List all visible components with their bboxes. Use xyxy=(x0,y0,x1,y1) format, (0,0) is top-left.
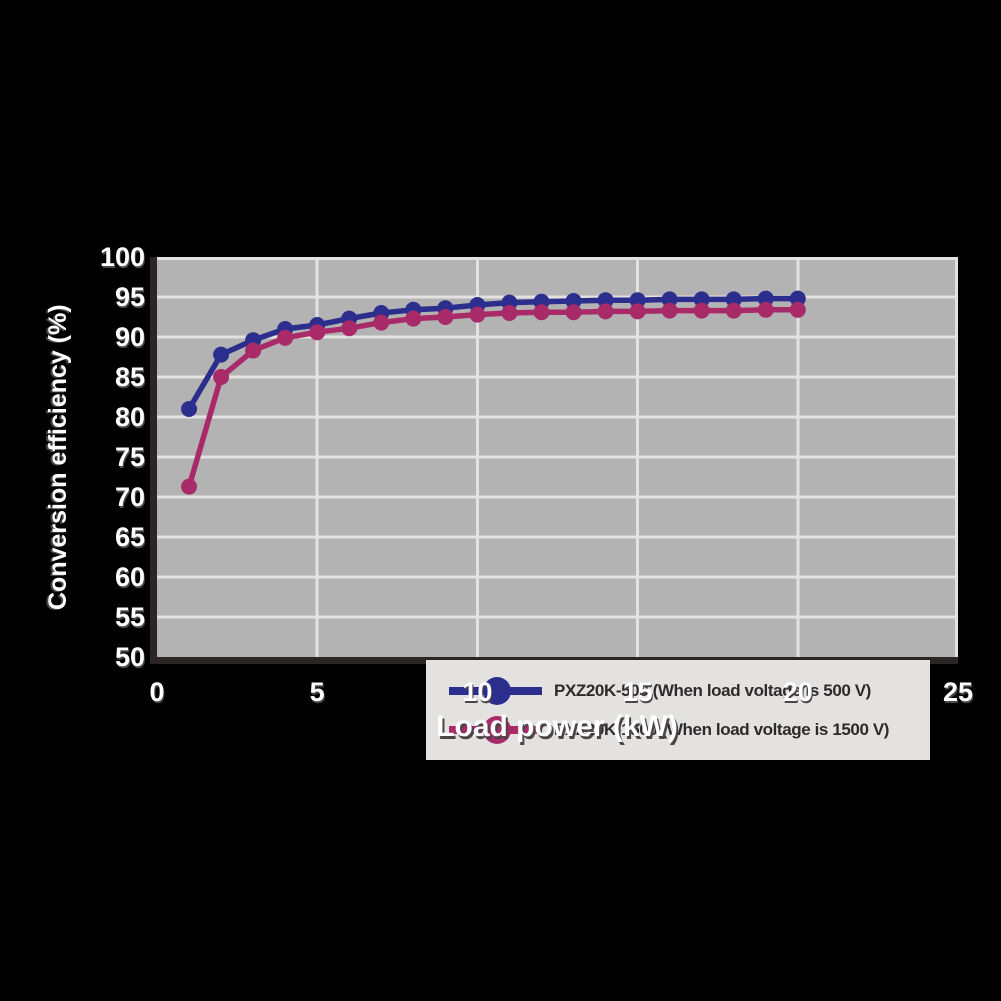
data-point-marker xyxy=(629,292,646,309)
data-point-marker xyxy=(181,478,198,495)
data-point-marker xyxy=(789,301,806,318)
x-tick-label: 0 xyxy=(149,677,165,707)
y-tick-label: 75 xyxy=(114,442,145,472)
x-tick-label: 5 xyxy=(309,677,325,707)
data-point-marker xyxy=(725,291,742,308)
y-tick-label: 95 xyxy=(114,282,145,312)
series-pxz20k-1500 xyxy=(181,301,806,495)
data-point-marker xyxy=(405,310,422,327)
y-tick-label: 55 xyxy=(114,602,145,632)
x-tick-label: 15 xyxy=(622,677,653,707)
y-tick-label: 80 xyxy=(114,402,145,432)
y-tick-label: 100 xyxy=(99,242,145,272)
legend-dot-icon xyxy=(483,676,511,705)
data-point-marker xyxy=(533,304,550,321)
data-point-marker xyxy=(661,291,678,308)
y-tick-label: 85 xyxy=(114,362,145,392)
y-axis-title: Conversion efficiency (%) xyxy=(44,304,72,610)
data-point-marker xyxy=(501,305,518,321)
data-point-marker xyxy=(789,290,806,307)
plot-area: PXZ20K-500 (When load voltage is 500 V) … xyxy=(157,257,958,760)
data-point-marker xyxy=(629,303,646,320)
data-point-marker xyxy=(181,401,198,417)
data-point-marker xyxy=(725,302,742,319)
y-tick-label: 90 xyxy=(114,322,145,352)
x-tick-label: 10 xyxy=(462,677,493,707)
y-tick-label: 50 xyxy=(114,642,145,672)
legend-label-pxz20k-1500: PXZ20K-1500 (When load voltage is 1500 V… xyxy=(554,719,890,739)
y-axis-line xyxy=(150,257,157,664)
data-point-marker xyxy=(565,304,582,321)
data-point-marker xyxy=(693,291,710,308)
x-axis-title: Load power (kW) xyxy=(436,710,678,743)
data-point-marker xyxy=(661,302,678,319)
legend-marker-pxz20k-500 xyxy=(449,676,542,705)
x-tick-label: 20 xyxy=(782,677,813,707)
data-point-marker xyxy=(469,306,486,323)
legend: PXZ20K-500 (When load voltage is 500 V) … xyxy=(426,660,930,760)
chart-canvas xyxy=(157,257,958,657)
legend-marker-pxz20k-1500 xyxy=(449,715,542,744)
legend-item-pxz20k-1500: PXZ20K-1500 (When load voltage is 1500 V… xyxy=(426,710,930,749)
legend-dot-icon xyxy=(483,715,511,744)
data-point-marker xyxy=(373,314,390,331)
gridlines xyxy=(157,257,958,657)
data-point-marker xyxy=(693,302,710,319)
data-point-marker xyxy=(309,324,326,341)
data-point-marker xyxy=(213,369,230,385)
data-point-marker xyxy=(757,290,774,307)
legend-item-pxz20k-500: PXZ20K-500 (When load voltage is 500 V) xyxy=(426,671,930,710)
y-tick-label: 65 xyxy=(114,522,145,552)
data-point-marker xyxy=(565,293,582,309)
x-tick-label: 25 xyxy=(942,677,974,707)
data-point-marker xyxy=(341,320,358,337)
data-point-marker xyxy=(597,303,614,320)
y-tick-label: 70 xyxy=(114,482,145,512)
data-point-marker xyxy=(437,309,454,325)
data-point-marker xyxy=(245,342,262,359)
y-tick-label: 60 xyxy=(114,562,145,592)
legend-label-pxz20k-500: PXZ20K-500 (When load voltage is 500 V) xyxy=(554,680,871,700)
data-point-marker xyxy=(277,329,294,346)
data-point-marker xyxy=(213,346,230,363)
data-point-marker xyxy=(757,301,774,318)
data-point-marker xyxy=(597,292,614,309)
